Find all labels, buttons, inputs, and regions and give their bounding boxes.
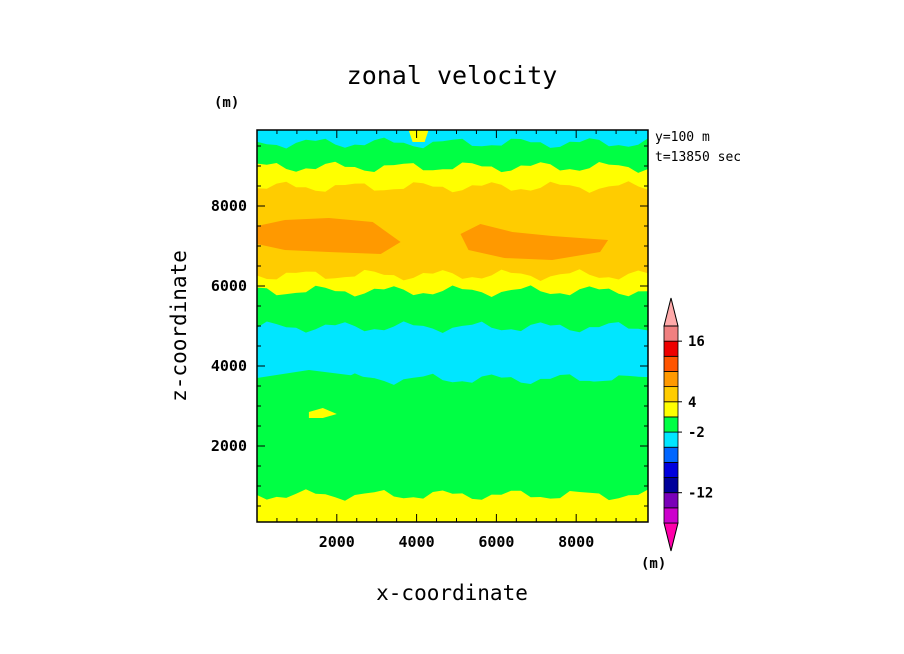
colorbar-swatch <box>663 431 679 448</box>
colorbar-swatch <box>663 492 679 509</box>
colorbar-swatch <box>663 386 679 403</box>
annotation-time: t=13850 sec <box>655 150 741 165</box>
contour-patch <box>257 218 401 254</box>
colorbar-min-triangle <box>663 522 679 552</box>
x-axis-label: x-coordinate <box>376 581 528 605</box>
contour-band <box>257 372 648 501</box>
y-axis-unit: (m) <box>214 95 239 111</box>
y-axis-label: z-coordinate <box>167 250 191 402</box>
colorbar-swatch <box>663 446 679 463</box>
colorbar-max-triangle <box>663 297 679 327</box>
colorbar-unit: (m) <box>641 556 666 572</box>
contour-patch <box>308 408 337 418</box>
colorbar-swatch <box>663 371 679 388</box>
contour-band <box>257 320 648 385</box>
y-tick-label: 2000 <box>211 437 247 455</box>
colorbar-tick-label: -12 <box>688 486 713 502</box>
x-tick-label: 6000 <box>478 533 514 551</box>
colorbar-tick-label: 16 <box>688 334 705 350</box>
contour-patch <box>408 130 429 142</box>
plot-axes: 2000 4000 6000 8000 2000 4000 6000 8000 <box>211 129 649 551</box>
contour-band <box>257 488 648 522</box>
colorbar-tick-label: -2 <box>688 425 705 441</box>
contour-patch <box>257 370 648 398</box>
y-tick-label: 4000 <box>211 357 247 375</box>
x-tick-label: 4000 <box>399 533 435 551</box>
colorbar: 16 4 -2 -12 <box>663 297 713 552</box>
colorbar-swatch <box>663 416 679 433</box>
contour-band <box>257 284 648 333</box>
colorbar-swatch <box>663 355 679 372</box>
colorbar-swatch <box>663 401 679 418</box>
contour-band <box>257 136 648 173</box>
colorbar-swatch <box>663 477 679 494</box>
contour-patch <box>460 224 609 260</box>
contour-band <box>257 130 648 149</box>
colorbar-swatch <box>663 507 679 524</box>
colorbar-swatch <box>663 461 679 478</box>
colorbar-tick-label: 4 <box>688 395 696 411</box>
contour-band <box>257 160 648 193</box>
chart-title: zonal velocity <box>347 61 558 90</box>
contour-field <box>257 130 648 522</box>
y-tick-label: 6000 <box>211 277 247 295</box>
x-tick-label: 2000 <box>319 533 355 551</box>
x-tick-label: 8000 <box>558 533 594 551</box>
y-tick-label: 8000 <box>211 197 247 215</box>
annotation-y: y=100 m <box>655 130 710 145</box>
colorbar-swatch <box>663 325 679 342</box>
colorbar-swatch <box>663 340 679 357</box>
